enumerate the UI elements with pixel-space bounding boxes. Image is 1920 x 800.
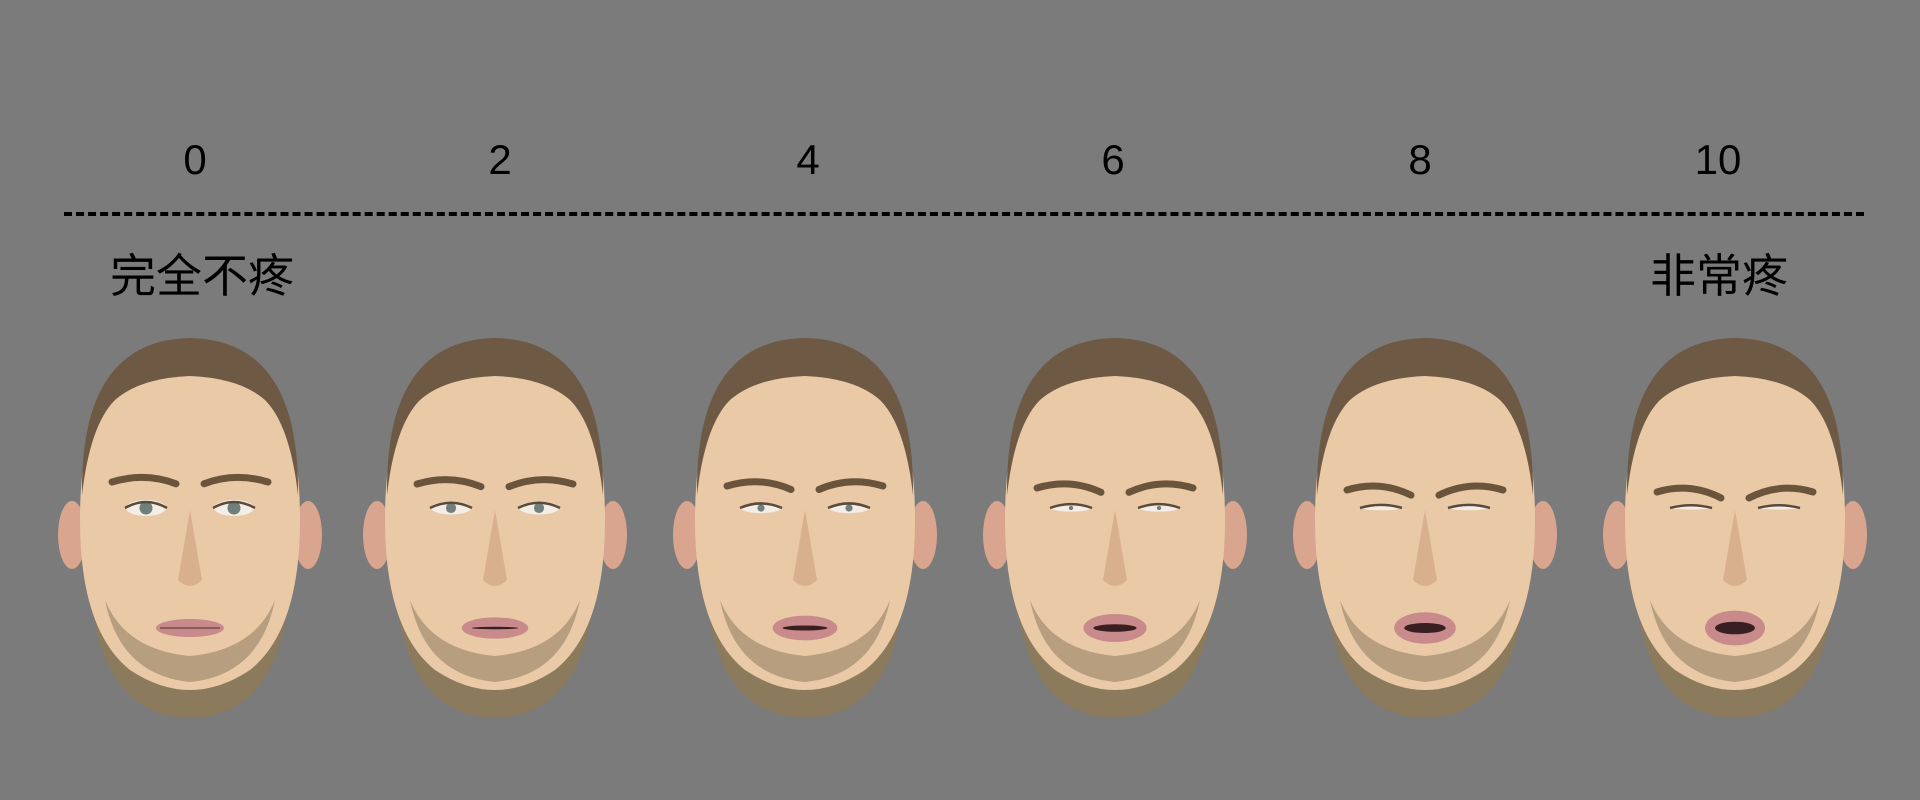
anchor-label-no-pain: 完全不疼 [110, 249, 294, 303]
left-eye-lid [1359, 503, 1403, 510]
nose [1413, 510, 1437, 586]
tick-label-4: 4 [796, 136, 820, 183]
left-brow [723, 478, 795, 493]
tick-label-2: 2 [488, 136, 512, 183]
mouth-opening [1404, 622, 1446, 634]
stubble [1650, 600, 1820, 682]
right-brow [505, 476, 577, 491]
left-brow [1343, 482, 1415, 499]
right-eye-iris [533, 502, 545, 514]
right-eye [1759, 506, 1799, 510]
face-pain-2 [363, 338, 627, 718]
nose [1723, 510, 1747, 586]
left-eye [1671, 506, 1711, 510]
left-eye [1361, 505, 1401, 511]
left-ear [1293, 501, 1321, 569]
stubble [105, 600, 275, 682]
right-eye-lid [1137, 502, 1181, 510]
left-eye-lid [124, 500, 168, 510]
left-eye-lid [1669, 504, 1713, 510]
right-eye-iris [1156, 505, 1162, 511]
left-brow [108, 473, 180, 488]
scale-dashed-line [64, 212, 1864, 216]
mouth-opening [471, 626, 519, 630]
tick-label-10: 10 [1694, 136, 1742, 183]
face-pain-8 [1293, 338, 1557, 718]
right-ear [1529, 501, 1557, 569]
left-eye-lid [429, 501, 473, 510]
nose [178, 510, 202, 586]
nose [1103, 510, 1127, 586]
face-pain-4 [673, 338, 937, 718]
nose [483, 510, 507, 586]
face-pain-10 [1603, 338, 1867, 718]
right-eye-lid [517, 501, 561, 510]
right-ear [599, 501, 627, 569]
stubble [720, 600, 890, 682]
right-brow [200, 473, 272, 488]
hair [386, 338, 604, 495]
right-eye [1449, 505, 1489, 511]
left-eye-iris [139, 501, 153, 515]
tick-label-6: 6 [1101, 136, 1125, 183]
right-brow [1745, 484, 1817, 502]
hair [1316, 338, 1534, 495]
left-eye-lid [1049, 502, 1093, 510]
right-eye-lid [1757, 504, 1801, 510]
right-eye-lid [1447, 503, 1491, 510]
left-brow [1033, 480, 1105, 496]
right-eye-lid [212, 500, 256, 510]
faces-row [0, 330, 1920, 730]
right-eye-iris [227, 501, 241, 515]
nose [793, 510, 817, 586]
left-eye-iris [1068, 505, 1074, 511]
face-pain-0 [58, 338, 322, 718]
left-ear [58, 501, 86, 569]
right-brow [815, 478, 887, 493]
mouth-opening [1715, 621, 1755, 635]
left-ear [1603, 501, 1631, 569]
left-ear [673, 501, 701, 569]
mouth-opening [1093, 624, 1137, 632]
stubble [1340, 600, 1510, 682]
hair [696, 338, 914, 495]
right-ear [294, 501, 322, 569]
left-ear [363, 501, 391, 569]
stubble [410, 600, 580, 682]
right-ear [1839, 501, 1867, 569]
face-pain-6 [983, 338, 1247, 718]
stubble [1030, 600, 1200, 682]
left-brow [413, 476, 485, 491]
right-eye-lid [827, 502, 871, 510]
left-eye-iris [757, 504, 765, 512]
hair [1626, 338, 1844, 495]
left-ear [983, 501, 1011, 569]
right-ear [909, 501, 937, 569]
right-eye-iris [845, 504, 853, 512]
hair [81, 338, 299, 495]
anchor-label-extreme-pain: 非常疼 [1650, 249, 1788, 303]
right-brow [1125, 480, 1197, 496]
mouth-opening [782, 625, 828, 631]
right-ear [1219, 501, 1247, 569]
tick-label-8: 8 [1408, 136, 1432, 183]
hair [1006, 338, 1224, 495]
left-eye-iris [445, 502, 457, 514]
tick-label-0: 0 [183, 136, 207, 183]
right-brow [1435, 482, 1507, 499]
left-eye-lid [739, 502, 783, 510]
left-brow [1653, 484, 1725, 502]
